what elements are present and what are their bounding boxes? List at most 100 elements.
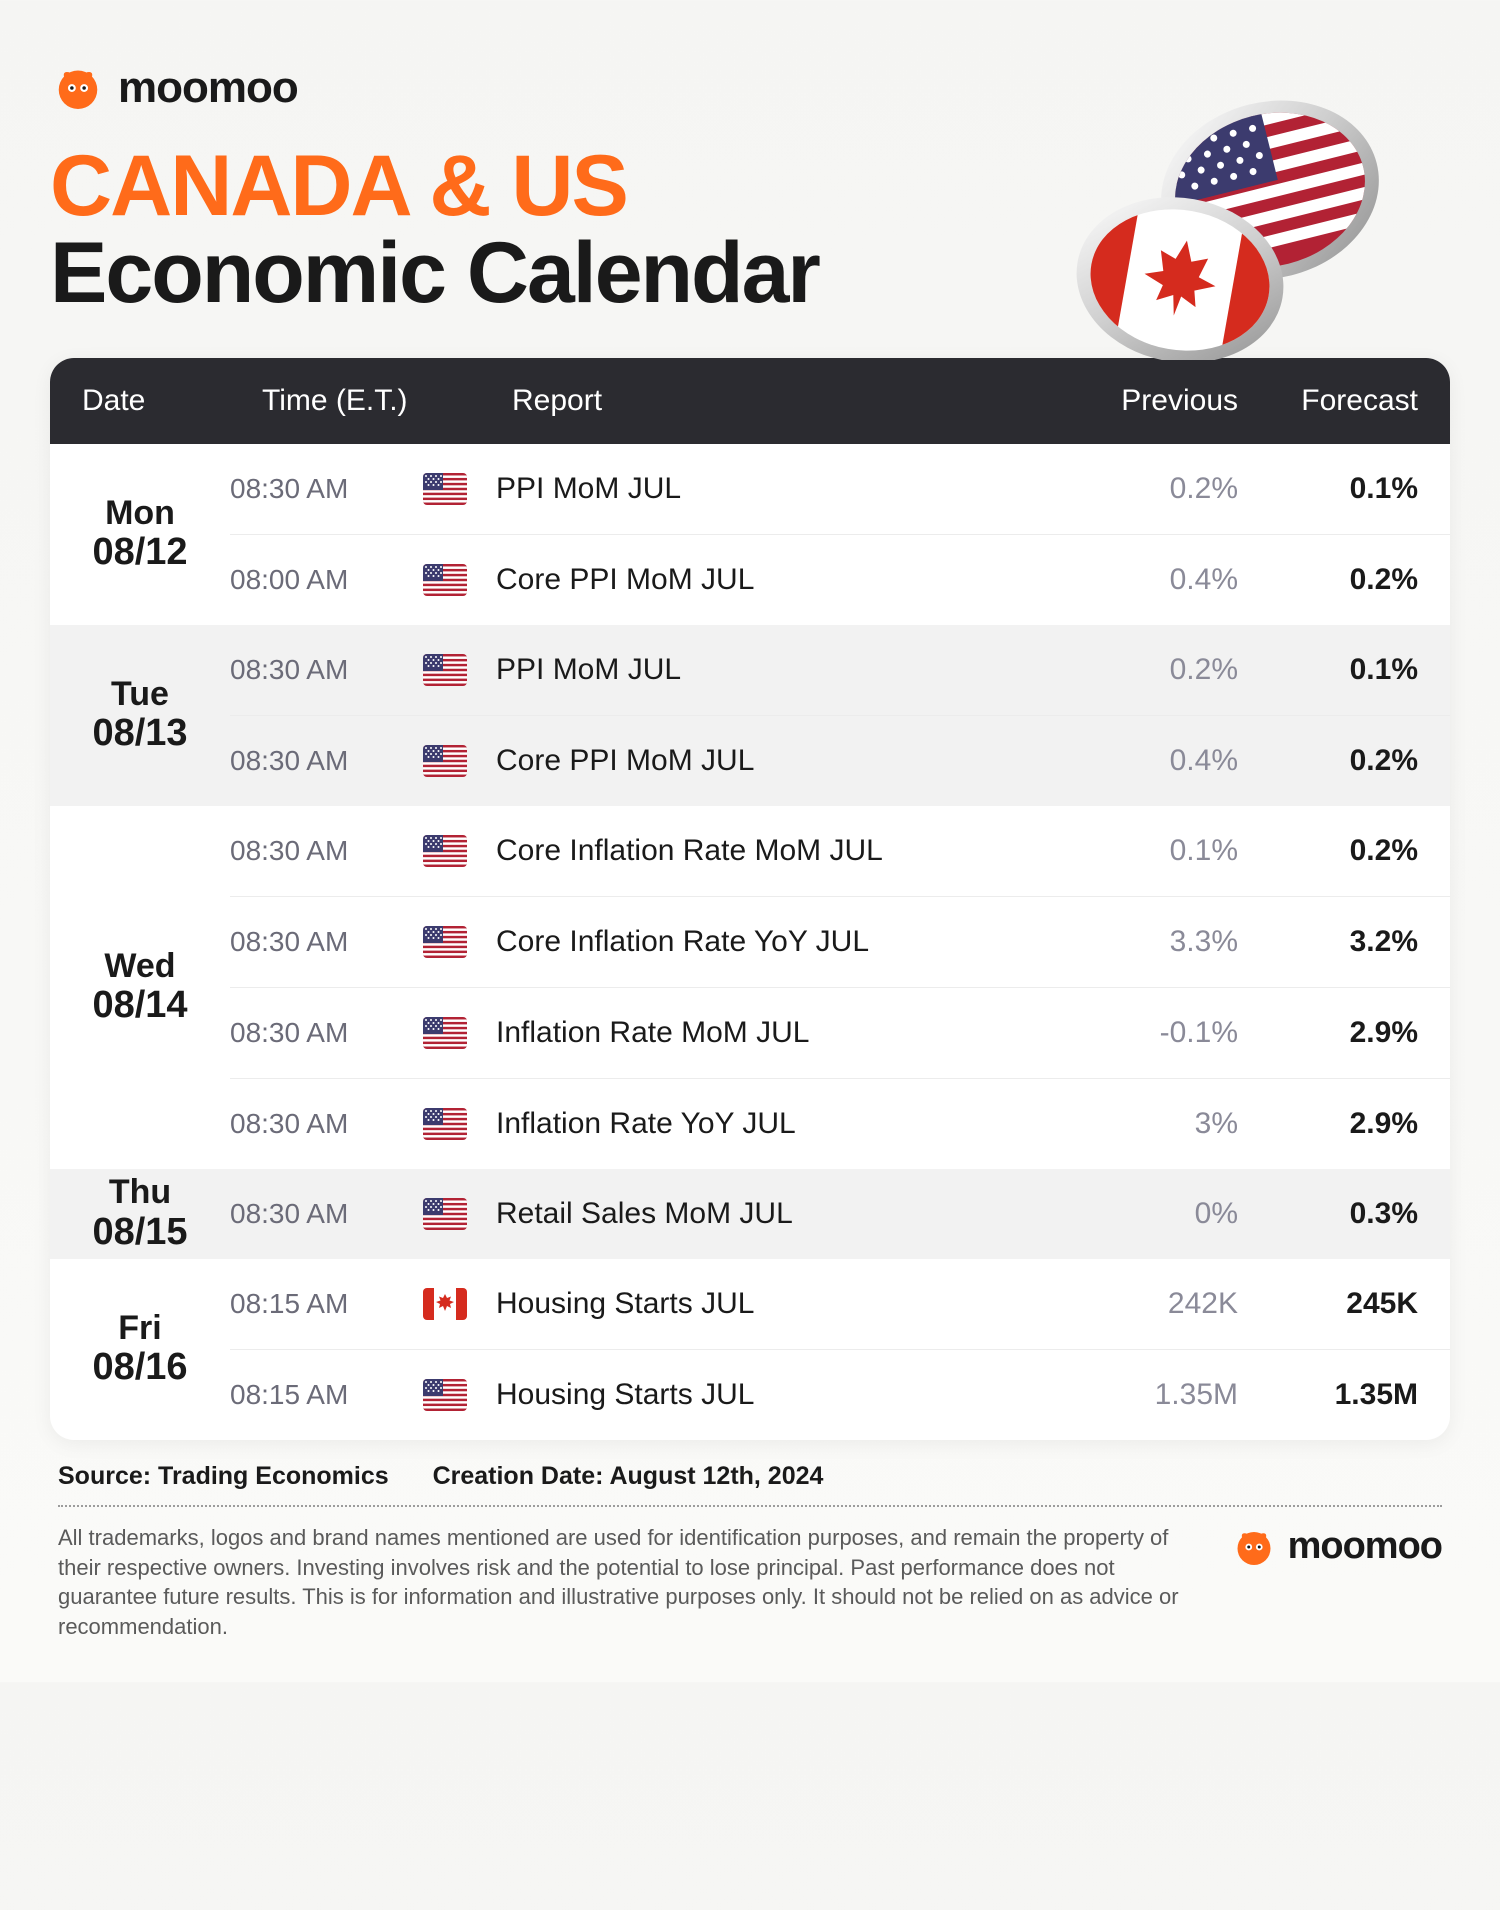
event-time: 08:30 AM — [230, 473, 410, 505]
table-row: 08:30 AM Retail Sales MoM JUL0%0.3% — [230, 1169, 1450, 1259]
brand-name: moomoo — [118, 63, 298, 113]
event-forecast: 0.2% — [1238, 744, 1418, 778]
country-flag-icon — [410, 654, 480, 686]
event-time: 08:30 AM — [230, 1198, 410, 1230]
day-label: Fri08/16 — [50, 1259, 230, 1440]
country-flag-icon — [410, 1198, 480, 1230]
event-previous: 0.4% — [1058, 744, 1238, 778]
moomoo-icon — [1230, 1523, 1278, 1571]
event-report: PPI MoM JUL — [480, 472, 1058, 506]
day-label: Mon08/12 — [50, 444, 230, 625]
source-line: Source: Trading Economics Creation Date:… — [50, 1462, 1450, 1491]
day-label: Wed08/14 — [50, 806, 230, 1169]
col-date: Date — [82, 384, 262, 418]
event-previous: 0.4% — [1058, 563, 1238, 597]
event-report: Inflation Rate YoY JUL — [480, 1107, 1058, 1141]
event-forecast: 0.2% — [1238, 563, 1418, 597]
event-previous: 1.35M — [1058, 1378, 1238, 1412]
event-previous: 3% — [1058, 1107, 1238, 1141]
day-block: Tue08/1308:30 AMPPI MoM JUL0.2%0.1%08:30… — [50, 625, 1450, 806]
table-row: 08:30 AM Inflation Rate YoY JUL3%2.9% — [230, 1079, 1450, 1169]
event-time: 08:30 AM — [230, 654, 410, 686]
day-label: Tue08/13 — [50, 625, 230, 806]
footer-brand-logo: moomoo — [1230, 1523, 1442, 1571]
table-row: 08:30 AM PPI MoM JUL0.2%0.1% — [230, 625, 1450, 716]
table-row: 08:30 AM PPI MoM JUL0.2%0.1% — [230, 444, 1450, 535]
event-forecast: 2.9% — [1238, 1107, 1418, 1141]
event-time: 08:30 AM — [230, 745, 410, 777]
table-row: 08:00 AM Core PPI MoM JUL0.4%0.2% — [230, 535, 1450, 625]
brand-name: moomoo — [1288, 1525, 1442, 1568]
event-time: 08:15 AM — [230, 1379, 410, 1411]
event-report: Core Inflation Rate YoY JUL — [480, 925, 1058, 959]
day-name: Fri — [118, 1310, 161, 1347]
created-value: August 12th, 2024 — [609, 1462, 823, 1490]
country-flag-icon — [410, 926, 480, 958]
table-row: 08:30 AMCore Inflation Rate MoM JUL0.1%0… — [230, 806, 1450, 897]
event-time: 08:30 AM — [230, 1017, 410, 1049]
source-label: Source: — [58, 1462, 151, 1490]
day-label: Thu08/15 — [50, 1169, 230, 1259]
event-forecast: 0.3% — [1238, 1197, 1418, 1231]
table-row: 08:15 AMHousing Starts JUL1.35M1.35M — [230, 1350, 1450, 1440]
event-previous: -0.1% — [1058, 1016, 1238, 1050]
event-previous: 0.1% — [1058, 834, 1238, 868]
event-report: Core PPI MoM JUL — [480, 563, 1058, 597]
day-block: Mon08/1208:30 AMPPI MoM JUL0.2%0.1%08:00… — [50, 444, 1450, 625]
event-forecast: 0.2% — [1238, 834, 1418, 868]
table-row: 08:15 AMHousing Starts JUL242K245K — [230, 1259, 1450, 1350]
created-label: Creation Date: — [433, 1462, 604, 1490]
event-previous: 242K — [1058, 1287, 1238, 1321]
table-row: 08:30 AM Core PPI MoM JUL0.4%0.2% — [230, 716, 1450, 806]
event-previous: 0% — [1058, 1197, 1238, 1231]
event-time: 08:00 AM — [230, 564, 410, 596]
day-date: 08/15 — [92, 1212, 187, 1254]
event-previous: 3.3% — [1058, 925, 1238, 959]
event-forecast: 1.35M — [1238, 1378, 1418, 1412]
day-name: Wed — [104, 948, 175, 985]
country-flag-icon — [410, 1288, 480, 1320]
flag-coins-decoration — [1070, 100, 1410, 365]
event-report: Core PPI MoM JUL — [480, 744, 1058, 778]
table-header: Date Time (E.T.) Report Previous Forecas… — [50, 358, 1450, 444]
col-previous: Previous — [1058, 384, 1238, 418]
event-report: PPI MoM JUL — [480, 653, 1058, 687]
day-date: 08/14 — [92, 985, 187, 1027]
event-time: 08:30 AM — [230, 1108, 410, 1140]
event-previous: 0.2% — [1058, 472, 1238, 506]
source-value: Trading Economics — [158, 1462, 389, 1490]
day-name: Thu — [109, 1174, 171, 1211]
col-time: Time (E.T.) — [262, 384, 442, 418]
event-forecast: 0.1% — [1238, 653, 1418, 687]
country-flag-icon — [410, 1379, 480, 1411]
day-name: Tue — [111, 676, 169, 713]
event-report: Housing Starts JUL — [480, 1287, 1058, 1321]
day-date: 08/12 — [92, 532, 187, 574]
event-time: 08:30 AM — [230, 926, 410, 958]
event-report: Retail Sales MoM JUL — [480, 1197, 1058, 1231]
day-block: Fri08/1608:15 AMHousing Starts JUL242K24… — [50, 1259, 1450, 1440]
moomoo-icon — [50, 60, 106, 116]
event-previous: 0.2% — [1058, 653, 1238, 687]
divider — [58, 1505, 1442, 1507]
country-flag-icon — [410, 564, 480, 596]
event-report: Inflation Rate MoM JUL — [480, 1016, 1058, 1050]
country-flag-icon — [410, 473, 480, 505]
country-flag-icon — [410, 835, 480, 867]
event-forecast: 2.9% — [1238, 1016, 1418, 1050]
event-time: 08:30 AM — [230, 835, 410, 867]
disclaimer-text: All trademarks, logos and brand names me… — [58, 1523, 1190, 1642]
event-report: Housing Starts JUL — [480, 1378, 1058, 1412]
event-time: 08:15 AM — [230, 1288, 410, 1320]
event-forecast: 3.2% — [1238, 925, 1418, 959]
calendar-table: Date Time (E.T.) Report Previous Forecas… — [50, 358, 1450, 1440]
country-flag-icon — [410, 745, 480, 777]
table-row: 08:30 AM Core Inflation Rate YoY JUL3.3%3… — [230, 897, 1450, 988]
table-row: 08:30 AM Inflation Rate MoM JUL-0.1%2.9% — [230, 988, 1450, 1079]
country-flag-icon — [410, 1108, 480, 1140]
event-forecast: 0.1% — [1238, 472, 1418, 506]
day-date: 08/13 — [92, 713, 187, 755]
day-name: Mon — [105, 495, 175, 532]
country-flag-icon — [410, 1017, 480, 1049]
col-forecast: Forecast — [1238, 384, 1418, 418]
